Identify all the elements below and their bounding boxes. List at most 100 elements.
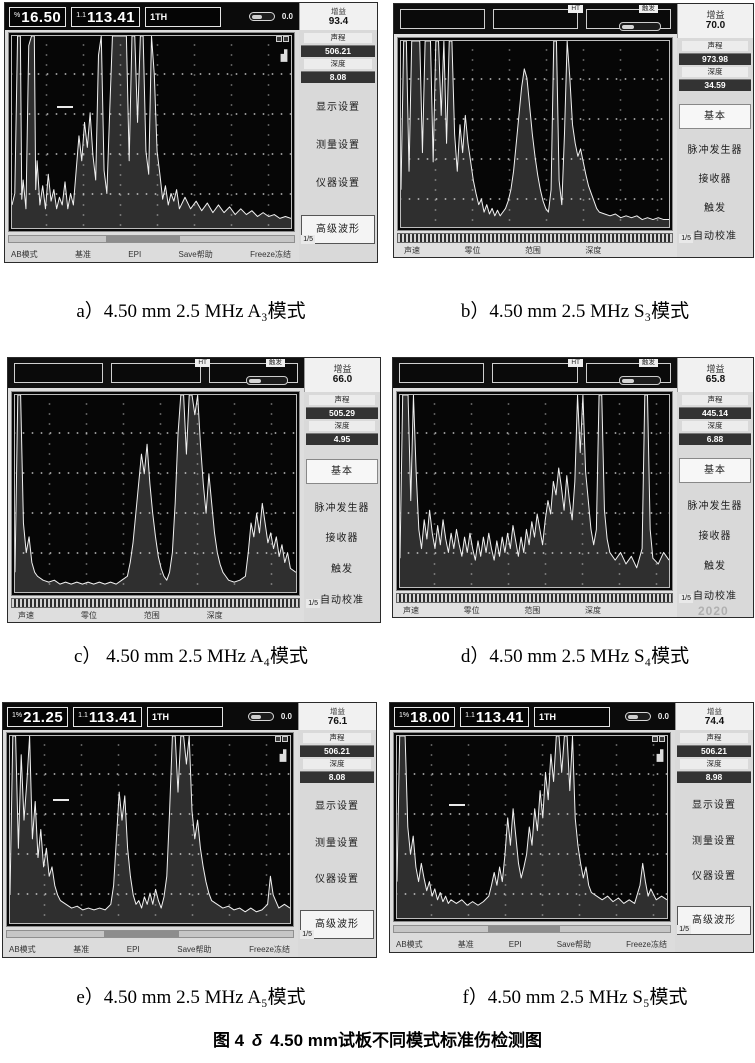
battery-indicator-icon xyxy=(247,712,274,721)
battery-indicator-icon xyxy=(246,376,288,385)
grid-mode-icon xyxy=(275,736,289,743)
panel-a-readout-bar: % 16.50 1.1 113.41 1TH 0.0 xyxy=(5,3,299,30)
softkey-freeze: Freeze冻结 xyxy=(250,249,291,259)
menu-item-receiver: 接收器 xyxy=(325,533,359,545)
soundpath-value: 506.21 xyxy=(300,745,374,757)
softkey-base: 基准 xyxy=(457,939,474,949)
gain-box: 增益 70.0 xyxy=(677,4,753,38)
menu-item-basic: 基本 xyxy=(679,103,751,129)
battery-indicator-icon xyxy=(248,12,275,21)
range-ruler xyxy=(396,593,673,603)
menu-item-receiver: 接收器 xyxy=(698,173,732,185)
page-indicator: 1/5 xyxy=(679,594,693,603)
figure-title: 图 4 δ 4.50 mm试板不同模式标准伤检测图 xyxy=(0,1026,755,1051)
panel-e-screenshot: 1% 21.25 1.1 113.41 1TH 0.0 增益 76.1 声程 506… xyxy=(2,702,377,958)
menu-item-measure-settings: 测量设置 xyxy=(315,837,359,849)
panel-d-sidebar: 声程 445.14 深度 6.88 基本 脉冲发生器 接收器 触发 自动校准 xyxy=(677,392,753,617)
softkey-save: Save帮助 xyxy=(178,249,213,259)
softkey-row: AB模式 基准 EPI Save帮助 Freeze冻结 xyxy=(396,938,667,950)
range-scrollbar xyxy=(8,235,295,243)
depth-label: 深度 xyxy=(309,421,375,431)
softkey-save: Save帮助 xyxy=(556,939,591,949)
menu-item-receiver: 接收器 xyxy=(698,530,732,542)
soundpath-value: 445.14 xyxy=(679,407,751,419)
empty-readout-box xyxy=(400,9,485,29)
softkey-zero: 零位 xyxy=(80,611,97,620)
panel-f-screenshot: 1% 18.00 1.1 113.41 1TH 0.0 增益 74.4 声程 506… xyxy=(389,702,754,953)
softkey-row: AB模式 基准 EPI Save帮助 Freeze冻结 xyxy=(9,943,290,955)
caption-b: b）4.50 mm 2.5 MHz S₃模式 xyxy=(460,301,690,322)
page-indicator: 1/5 xyxy=(301,235,315,244)
menu-item-trigger: 触发 xyxy=(331,564,353,576)
battery-indicator-icon xyxy=(619,376,661,385)
gate-depth-readout: 1% 21.25 xyxy=(7,706,69,727)
softkey-velocity: 声速 xyxy=(403,606,419,615)
softkey-depth: 深度 xyxy=(585,246,602,255)
menu-item-measure-settings: 测量设置 xyxy=(316,139,360,151)
panel-e-waveform xyxy=(9,735,291,924)
soundpath-label: 声程 xyxy=(309,395,375,405)
offset-value: 0.0 xyxy=(280,712,292,721)
range-scrollbar xyxy=(393,925,671,933)
soundpath-readout: 1.1 113.41 xyxy=(73,706,142,727)
empty-readout-box xyxy=(14,363,104,383)
figure-title-number: 图 4 xyxy=(212,1031,245,1050)
gain-box: 增益 93.4 xyxy=(299,3,377,30)
depth-label: 深度 xyxy=(303,759,371,769)
menu-item-display-settings: 显示设置 xyxy=(316,101,360,113)
panel-a-screen xyxy=(8,32,295,232)
menu-item-pulser: 脉冲发生器 xyxy=(687,145,743,157)
depth-value: 8.08 xyxy=(300,771,374,783)
menu-item-display-settings: 显示设置 xyxy=(315,800,359,812)
softkey-freeze: Freeze冻结 xyxy=(249,944,290,954)
trigger-chip: 触发 xyxy=(266,359,285,367)
panel-b-screen xyxy=(397,37,673,231)
gain-box: 增益 74.4 xyxy=(675,703,753,730)
empty-readout-box xyxy=(493,9,578,29)
ht-chip: HT xyxy=(195,359,210,367)
soundpath-label: 声程 xyxy=(682,41,748,51)
sidebar-menu: 基本 脉冲发生器 接收器 触发 自动校准 xyxy=(677,446,753,615)
sidebar-menu: 显示设置 测量设置 仪器设置 高级波形 xyxy=(298,784,376,955)
offset-value: 0.0 xyxy=(281,12,293,21)
softkey-row: 声速 零位 范围 深度 xyxy=(18,610,223,621)
caption-f: f）4.50 mm 2.5 MHz S₅模式 xyxy=(462,987,688,1008)
softkey-base: 基准 xyxy=(73,944,90,954)
depth-label: 深度 xyxy=(680,759,748,769)
soundpath-value: 506.21 xyxy=(301,45,375,57)
menu-item-auto-cal: 自动校准 xyxy=(320,595,364,607)
sidebar-menu: 基本 脉冲发生器 接收器 触发 自动校准 xyxy=(304,446,380,620)
sidebar-menu: 基本 脉冲发生器 接收器 触发 自动校准 xyxy=(677,92,753,255)
softkey-range: 范围 xyxy=(524,246,541,255)
gate-marker xyxy=(449,804,466,807)
probe-icon xyxy=(280,49,288,62)
trigger-chip: 触发 xyxy=(639,5,658,13)
menu-item-display-settings: 显示设置 xyxy=(692,800,736,812)
panel-d-waveform xyxy=(399,394,670,588)
menu-item-instrument-settings: 仪器设置 xyxy=(316,177,360,189)
ht-chip: HT xyxy=(568,359,583,367)
caption-a: a）4.50 mm 2.5 MHz A₃模式 xyxy=(76,301,306,322)
grid-mode-icon xyxy=(276,36,290,43)
range-ruler xyxy=(397,233,673,243)
depth-value: 8.08 xyxy=(301,71,375,83)
mode-readout: 1TH xyxy=(533,706,610,727)
grid-mode-icon xyxy=(652,736,666,743)
probe-icon xyxy=(656,749,664,762)
softkey-row: 声速 零位 范围 深度 xyxy=(404,245,601,256)
soundpath-value: 506.21 xyxy=(677,745,751,757)
depth-value: 8.98 xyxy=(677,771,751,783)
softkey-zero: 零位 xyxy=(463,606,480,615)
panel-a-waveform xyxy=(11,35,292,229)
softkey-base: 基准 xyxy=(74,249,91,259)
soundpath-label: 声程 xyxy=(304,33,372,43)
depth-value: 4.95 xyxy=(306,433,378,445)
panel-b-waveform xyxy=(400,40,670,228)
mode-readout: 1TH xyxy=(146,706,223,727)
softkey-save: Save帮助 xyxy=(177,944,212,954)
caption-e: e）4.50 mm 2.5 MHz A₅模式 xyxy=(76,987,306,1008)
gate-depth-readout: 1% 18.00 xyxy=(394,706,456,727)
gate-depth-readout: % 16.50 xyxy=(9,6,67,27)
depth-value: 34.59 xyxy=(679,79,751,91)
menu-item-trigger: 触发 xyxy=(704,202,726,214)
